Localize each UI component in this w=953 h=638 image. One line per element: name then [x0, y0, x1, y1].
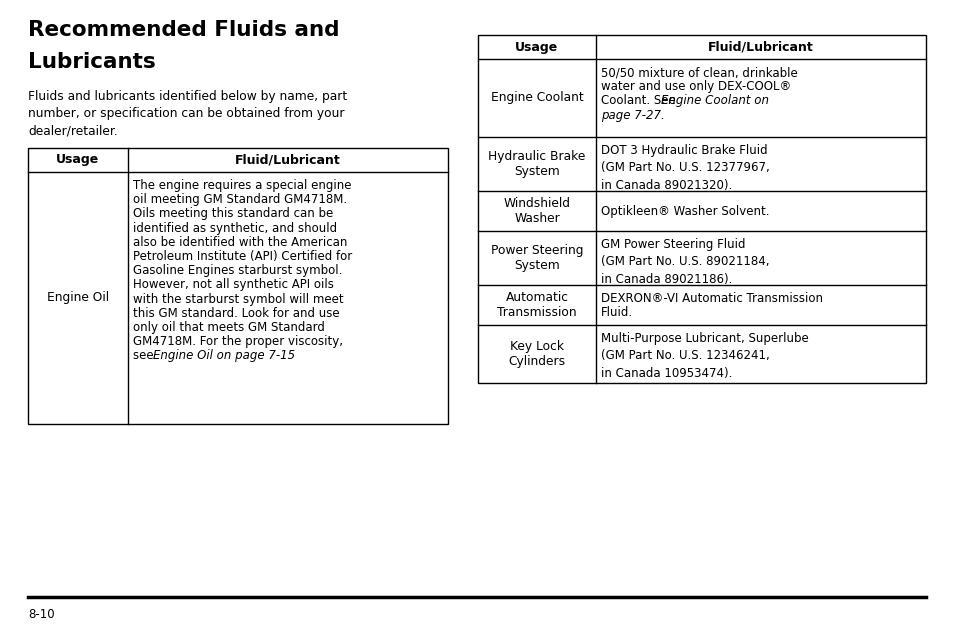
Text: Oils meeting this standard can be: Oils meeting this standard can be [132, 207, 333, 220]
Text: Optikleen® Washer Solvent.: Optikleen® Washer Solvent. [600, 205, 769, 218]
Text: GM Power Steering Fluid
(GM Part No. U.S. 89021184,
in Canada 89021186).: GM Power Steering Fluid (GM Part No. U.S… [600, 238, 769, 286]
Text: DEXRON®-VI Automatic Transmission: DEXRON®-VI Automatic Transmission [600, 292, 822, 305]
Text: Usage: Usage [56, 154, 99, 167]
Text: Multi-Purpose Lubricant, Superlube
(GM Part No. U.S. 12346241,
in Canada 1095347: Multi-Purpose Lubricant, Superlube (GM P… [600, 332, 808, 380]
Text: Key Lock
Cylinders: Key Lock Cylinders [508, 340, 565, 368]
Text: Gasoline Engines starburst symbol.: Gasoline Engines starburst symbol. [132, 264, 342, 277]
Text: Fluid/Lubricant: Fluid/Lubricant [707, 40, 813, 54]
Text: identified as synthetic, and should: identified as synthetic, and should [132, 221, 336, 235]
Bar [28, 148, 448, 424]
Text: However, not all synthetic API oils: However, not all synthetic API oils [132, 278, 334, 292]
Text: see: see [132, 350, 157, 362]
Text: Usage: Usage [515, 40, 558, 54]
Text: with the starburst symbol will meet: with the starburst symbol will meet [132, 293, 343, 306]
Text: DOT 3 Hydraulic Brake Fluid
(GM Part No. U.S. 12377967,
in Canada 89021320).: DOT 3 Hydraulic Brake Fluid (GM Part No.… [600, 144, 769, 192]
Text: page 7-27.: page 7-27. [600, 108, 664, 122]
Text: Fluids and lubricants identified below by name, part
number, or specification ca: Fluids and lubricants identified below b… [28, 90, 347, 137]
Text: Fluid/Lubricant: Fluid/Lubricant [234, 154, 340, 167]
Text: only oil that meets GM Standard: only oil that meets GM Standard [132, 321, 325, 334]
Text: Engine Coolant: Engine Coolant [490, 91, 583, 105]
Text: The engine requires a special engine: The engine requires a special engine [132, 179, 351, 192]
Text: also be identified with the American: also be identified with the American [132, 236, 347, 249]
Text: Automatic
Transmission: Automatic Transmission [497, 291, 577, 319]
Text: Recommended Fluids and: Recommended Fluids and [28, 20, 339, 40]
Text: oil meeting GM Standard GM4718M.: oil meeting GM Standard GM4718M. [132, 193, 347, 206]
Text: water and use only DEX-COOL®: water and use only DEX-COOL® [600, 80, 790, 93]
Text: Fluid.: Fluid. [600, 306, 633, 319]
Text: Engine Coolant on: Engine Coolant on [660, 94, 768, 107]
Text: Engine Oil: Engine Oil [47, 292, 109, 304]
Bar [477, 35, 925, 383]
Text: Coolant. See: Coolant. See [600, 94, 679, 107]
Text: Power Steering
System: Power Steering System [490, 244, 582, 272]
Text: Engine Oil on page 7-15: Engine Oil on page 7-15 [152, 350, 294, 362]
Text: 8-10: 8-10 [28, 608, 54, 621]
Text: Windshield
Washer: Windshield Washer [503, 197, 570, 225]
Text: GM4718M. For the proper viscosity,: GM4718M. For the proper viscosity, [132, 335, 343, 348]
Text: Petroleum Institute (API) Certified for: Petroleum Institute (API) Certified for [132, 250, 352, 263]
Text: Hydraulic Brake
System: Hydraulic Brake System [488, 150, 585, 178]
Text: Lubricants: Lubricants [28, 52, 155, 72]
Text: 50/50 mixture of clean, drinkable: 50/50 mixture of clean, drinkable [600, 66, 797, 79]
Text: this GM standard. Look for and use: this GM standard. Look for and use [132, 307, 339, 320]
